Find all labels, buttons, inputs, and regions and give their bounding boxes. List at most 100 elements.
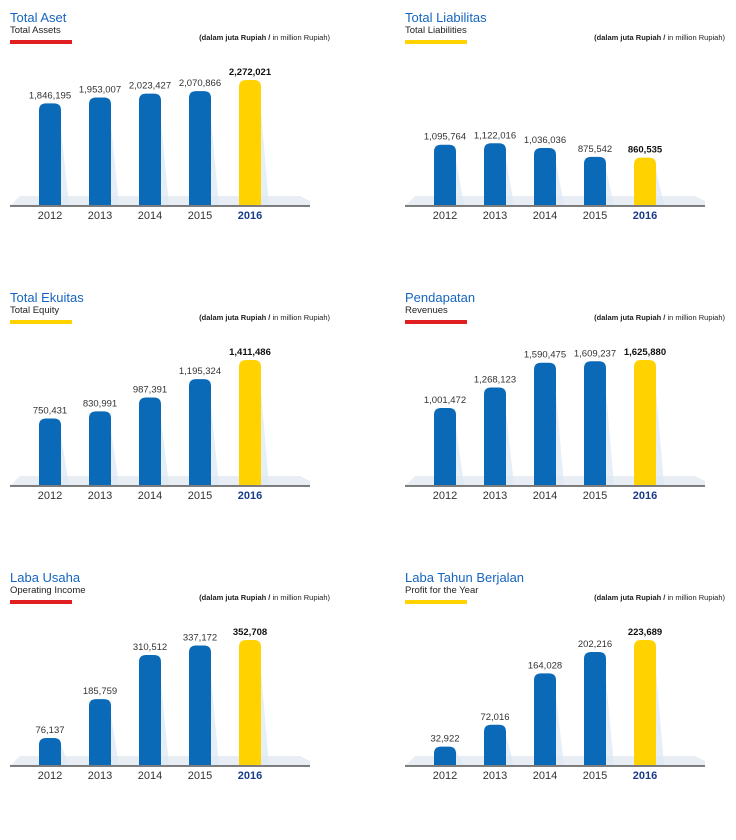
x-tick-label-2012: 2012 — [433, 490, 457, 502]
x-tick-label-2013: 2013 — [483, 770, 507, 782]
bar-2014 — [534, 148, 556, 205]
bar-shadow — [506, 158, 514, 205]
x-tick-label-2013: 2013 — [483, 210, 507, 222]
x-tick-label-2016: 2016 — [633, 210, 657, 222]
bar-2014 — [534, 673, 556, 765]
bar-2013 — [484, 387, 506, 485]
bar-2012 — [434, 408, 456, 485]
unit-note: (dalam juta Rupiah / in million Rupiah) — [594, 33, 725, 42]
data-label-2015: 202,216 — [578, 639, 612, 650]
bar-chart: 76,137 2012 185,759 2013 310,512 2014 337,172 2… — [10, 627, 310, 782]
chart-title: Total Liabilitas — [405, 10, 487, 25]
x-tick-label-2016: 2016 — [633, 490, 657, 502]
data-label-2012: 76,137 — [35, 725, 64, 736]
bar-shadow — [556, 696, 564, 765]
bar-shadow — [606, 680, 614, 765]
x-tick-label-2016: 2016 — [238, 490, 262, 502]
bar-shadow — [506, 411, 514, 485]
bar-shadow — [556, 393, 564, 485]
data-label-2014: 164,028 — [528, 660, 562, 671]
chart-panel-total-ekuitas: Total Ekuitas Total Equity (dalam juta R… — [10, 290, 330, 560]
x-tick-label-2015: 2015 — [583, 210, 607, 222]
bar-2015 — [584, 651, 606, 765]
chart-panel-laba-usaha: Laba Usaha Operating Income (dalam juta … — [10, 570, 330, 840]
data-label-2013: 185,759 — [83, 686, 117, 697]
x-tick-label-2015: 2015 — [188, 490, 212, 502]
accent-bar — [10, 600, 72, 604]
bar-2015 — [189, 379, 211, 485]
data-label-2016: 352,708 — [233, 627, 267, 638]
bar-2012 — [434, 746, 456, 765]
bar-shadow — [261, 391, 269, 485]
bar-2013 — [484, 143, 506, 205]
bar-chart: 750,431 2012 830,991 2013 987,391 2014 1,195,3… — [10, 347, 310, 502]
bar-shadow — [61, 435, 69, 485]
data-label-2013: 72,016 — [480, 712, 509, 723]
bar-2016 — [239, 640, 261, 765]
bar-shadow — [606, 392, 614, 485]
bar-chart: 1,846,195 2012 1,953,007 2013 2,023,427 2014 2… — [10, 67, 310, 222]
unit-note-suffix: in million Rupiah) — [270, 313, 330, 322]
chart-subtitle: Operating Income — [10, 585, 86, 596]
bar-shadow — [606, 168, 614, 205]
bar-shadow — [456, 159, 464, 205]
x-tick-label-2013: 2013 — [88, 490, 112, 502]
bar-2012 — [39, 418, 61, 485]
bar-2013 — [484, 724, 506, 765]
unit-note-suffix: in million Rupiah) — [270, 593, 330, 602]
chart-subtitle: Total Assets — [10, 25, 61, 36]
x-tick-label-2015: 2015 — [583, 490, 607, 502]
bar-2016 — [634, 640, 656, 765]
x-tick-label-2012: 2012 — [38, 490, 62, 502]
x-tick-label-2015: 2015 — [583, 770, 607, 782]
x-tick-label-2012: 2012 — [433, 210, 457, 222]
unit-note-suffix: in million Rupiah) — [270, 33, 330, 42]
data-label-2016: 860,535 — [628, 145, 663, 156]
bar-2012 — [39, 738, 61, 765]
unit-note-suffix: in million Rupiah) — [665, 313, 725, 322]
data-label-2014: 1,590,475 — [524, 350, 566, 361]
bar-2016 — [634, 157, 656, 205]
unit-note-prefix: (dalam juta Rupiah / — [594, 313, 666, 322]
bar-shadow — [61, 128, 69, 205]
data-label-2016: 1,411,486 — [229, 347, 271, 358]
x-tick-label-2013: 2013 — [483, 490, 507, 502]
x-tick-label-2014: 2014 — [533, 210, 557, 222]
chart-subtitle: Total Equity — [10, 305, 60, 316]
chart-title: Laba Usaha — [10, 570, 81, 585]
data-label-2012: 1,095,764 — [424, 132, 466, 143]
bar-shadow — [261, 671, 269, 765]
bar-2014 — [534, 362, 556, 485]
x-tick-label-2014: 2014 — [138, 210, 162, 222]
bar-2012 — [434, 144, 456, 205]
data-label-2016: 2,272,021 — [229, 67, 272, 78]
bar-shadow — [211, 405, 219, 485]
bar-shadow — [211, 119, 219, 205]
bar-chart: 1,095,764 2012 1,122,016 2013 1,036,036 2014 8… — [405, 130, 705, 222]
bar-2014 — [139, 654, 161, 765]
data-label-2012: 750,431 — [33, 406, 67, 417]
unit-note-prefix: (dalam juta Rupiah / — [594, 33, 666, 42]
bar-2016 — [634, 360, 656, 485]
bar-2015 — [584, 156, 606, 205]
data-label-2012: 1,001,472 — [424, 395, 466, 406]
chart-title: Total Aset — [10, 10, 67, 25]
data-label-2015: 2,070,866 — [179, 78, 221, 89]
unit-note-prefix: (dalam juta Rupiah / — [199, 593, 271, 602]
bar-shadow — [261, 111, 269, 205]
chart-panel-laba-tahun-berjalan: Laba Tahun Berjalan Profit for the Year … — [405, 570, 725, 840]
bar-shadow — [656, 169, 664, 205]
accent-bar — [10, 320, 72, 324]
unit-note-prefix: (dalam juta Rupiah / — [594, 593, 666, 602]
data-label-2012: 32,922 — [430, 734, 459, 745]
bar-shadow — [456, 751, 464, 765]
data-label-2013: 1,268,123 — [474, 375, 516, 386]
data-label-2016: 223,689 — [628, 627, 662, 638]
data-label-2015: 1,195,324 — [179, 366, 221, 377]
bar-2014 — [139, 93, 161, 205]
data-label-2014: 2,023,427 — [129, 81, 171, 92]
data-label-2014: 987,391 — [133, 385, 167, 396]
bar-shadow — [556, 162, 564, 205]
chart-title: Pendapatan — [405, 290, 476, 305]
chart-panel-pendapatan: Pendapatan Revenues (dalam juta Rupiah /… — [405, 290, 725, 560]
